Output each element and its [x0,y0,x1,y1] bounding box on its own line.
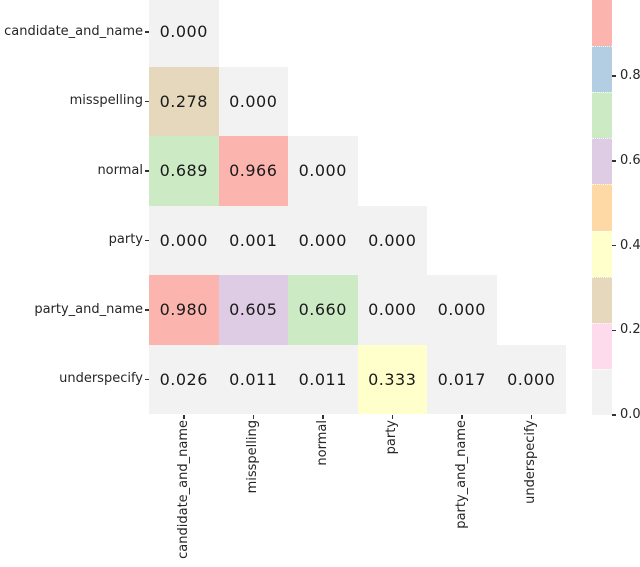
cell-value: 0.000 [298,230,347,250]
colorbar-tick [612,160,616,162]
heatmap-cell: 0.966 [218,136,288,206]
colorbar-segment [592,368,612,415]
colorbar-tick-label: 0.4 [620,237,640,253]
cell-value: 0.011 [229,369,278,389]
x-axis-label: party [384,420,400,455]
x-axis-label: normal [314,420,330,466]
cell-value: 0.000 [437,300,486,320]
y-axis-tick [145,309,149,311]
heatmap-cell: 0.011 [218,344,288,414]
x-axis-tick [461,415,463,419]
y-axis-label: normal [97,162,143,178]
colorbar-tick-label: 0.2 [620,322,640,338]
x-axis-tick [530,415,532,419]
x-axis-tick [183,415,185,419]
y-axis-tick [145,100,149,102]
cell-value: 0.689 [159,161,208,181]
y-axis-tick [145,31,149,33]
cell-value: 0.017 [437,369,486,389]
heatmap-cell: 0.011 [288,344,358,414]
heatmap-cell: 0.333 [357,344,427,414]
x-axis-tick [322,415,324,419]
cell-value: 0.000 [159,230,208,250]
colorbar-segment [592,276,612,323]
cell-value: 0.660 [298,300,347,320]
heatmap-cell: 0.017 [427,344,497,414]
colorbar-segment [592,230,612,277]
x-axis-tick [391,415,393,419]
x-axis-label: underspecify [523,420,539,504]
colorbar-tick-label: 0.0 [620,407,640,422]
colorbar-tick [612,329,616,332]
cell-value: 0.333 [368,369,417,389]
colorbar-segment [592,322,612,369]
cell-value: 0.026 [159,369,208,389]
heatmap-cell: 0.000 [218,66,288,136]
heatmap-cell: 0.689 [149,136,219,206]
x-axis-label: misspelling [245,420,261,494]
heatmap-cell: 0.026 [149,344,219,414]
cell-value: 0.000 [298,161,347,181]
heatmap-cell: 0.000 [496,344,566,414]
heatmap-cell: 0.000 [357,205,427,275]
colorbar-tick-label: 0.6 [620,152,640,168]
colorbar-tick [612,244,616,247]
y-axis-tick [145,239,149,241]
heatmap-cell: 0.000 [427,275,497,345]
colorbar-segment [592,92,612,139]
x-axis-tick [252,415,254,419]
colorbar [592,0,612,415]
heatmap-cell: 0.980 [149,275,219,345]
colorbar-segment [592,0,612,47]
heatmap-cell: 0.000 [288,205,358,275]
cell-value: 0.000 [507,369,556,389]
heatmap-cell: 0.605 [218,275,288,345]
heatmap-cell: 0.000 [149,205,219,275]
y-axis-label: party_and_name [34,301,143,317]
heatmap-cell: 0.000 [149,0,219,67]
cell-value: 0.278 [159,91,208,111]
colorbar-segment [592,138,612,185]
colorbar-segment [592,184,612,231]
y-axis-label: underspecify [59,371,143,387]
heatmap-cell: 0.000 [357,275,427,345]
y-axis-label: candidate_and_name [4,23,143,39]
colorbar-segment [592,46,612,93]
heatmap-cell: 0.660 [288,275,358,345]
y-axis-label: misspelling [69,93,143,109]
heatmap-cell: 0.000 [288,136,358,206]
cell-value: 0.000 [159,22,208,42]
cell-value: 0.966 [229,161,278,181]
cell-value: 0.011 [298,369,347,389]
cell-value: 0.000 [229,91,278,111]
y-axis-label: party [108,232,143,248]
colorbar-tick [612,75,616,77]
x-axis-label: party_and_name [453,420,469,529]
cell-value: 0.000 [368,300,417,320]
cell-value: 0.000 [368,230,417,250]
colorbar-tick-label: 0.8 [620,68,640,84]
y-axis-tick [145,378,149,380]
y-axis-tick [145,170,149,172]
colorbar-tick [612,414,616,416]
heatmap-cell: 0.001 [218,205,288,275]
x-axis-label: candidate_and_name [175,420,191,559]
cell-value: 0.980 [159,300,208,320]
heatmap-cell: 0.278 [149,66,219,136]
cell-value: 0.605 [229,300,278,320]
cell-value: 0.001 [229,230,278,250]
